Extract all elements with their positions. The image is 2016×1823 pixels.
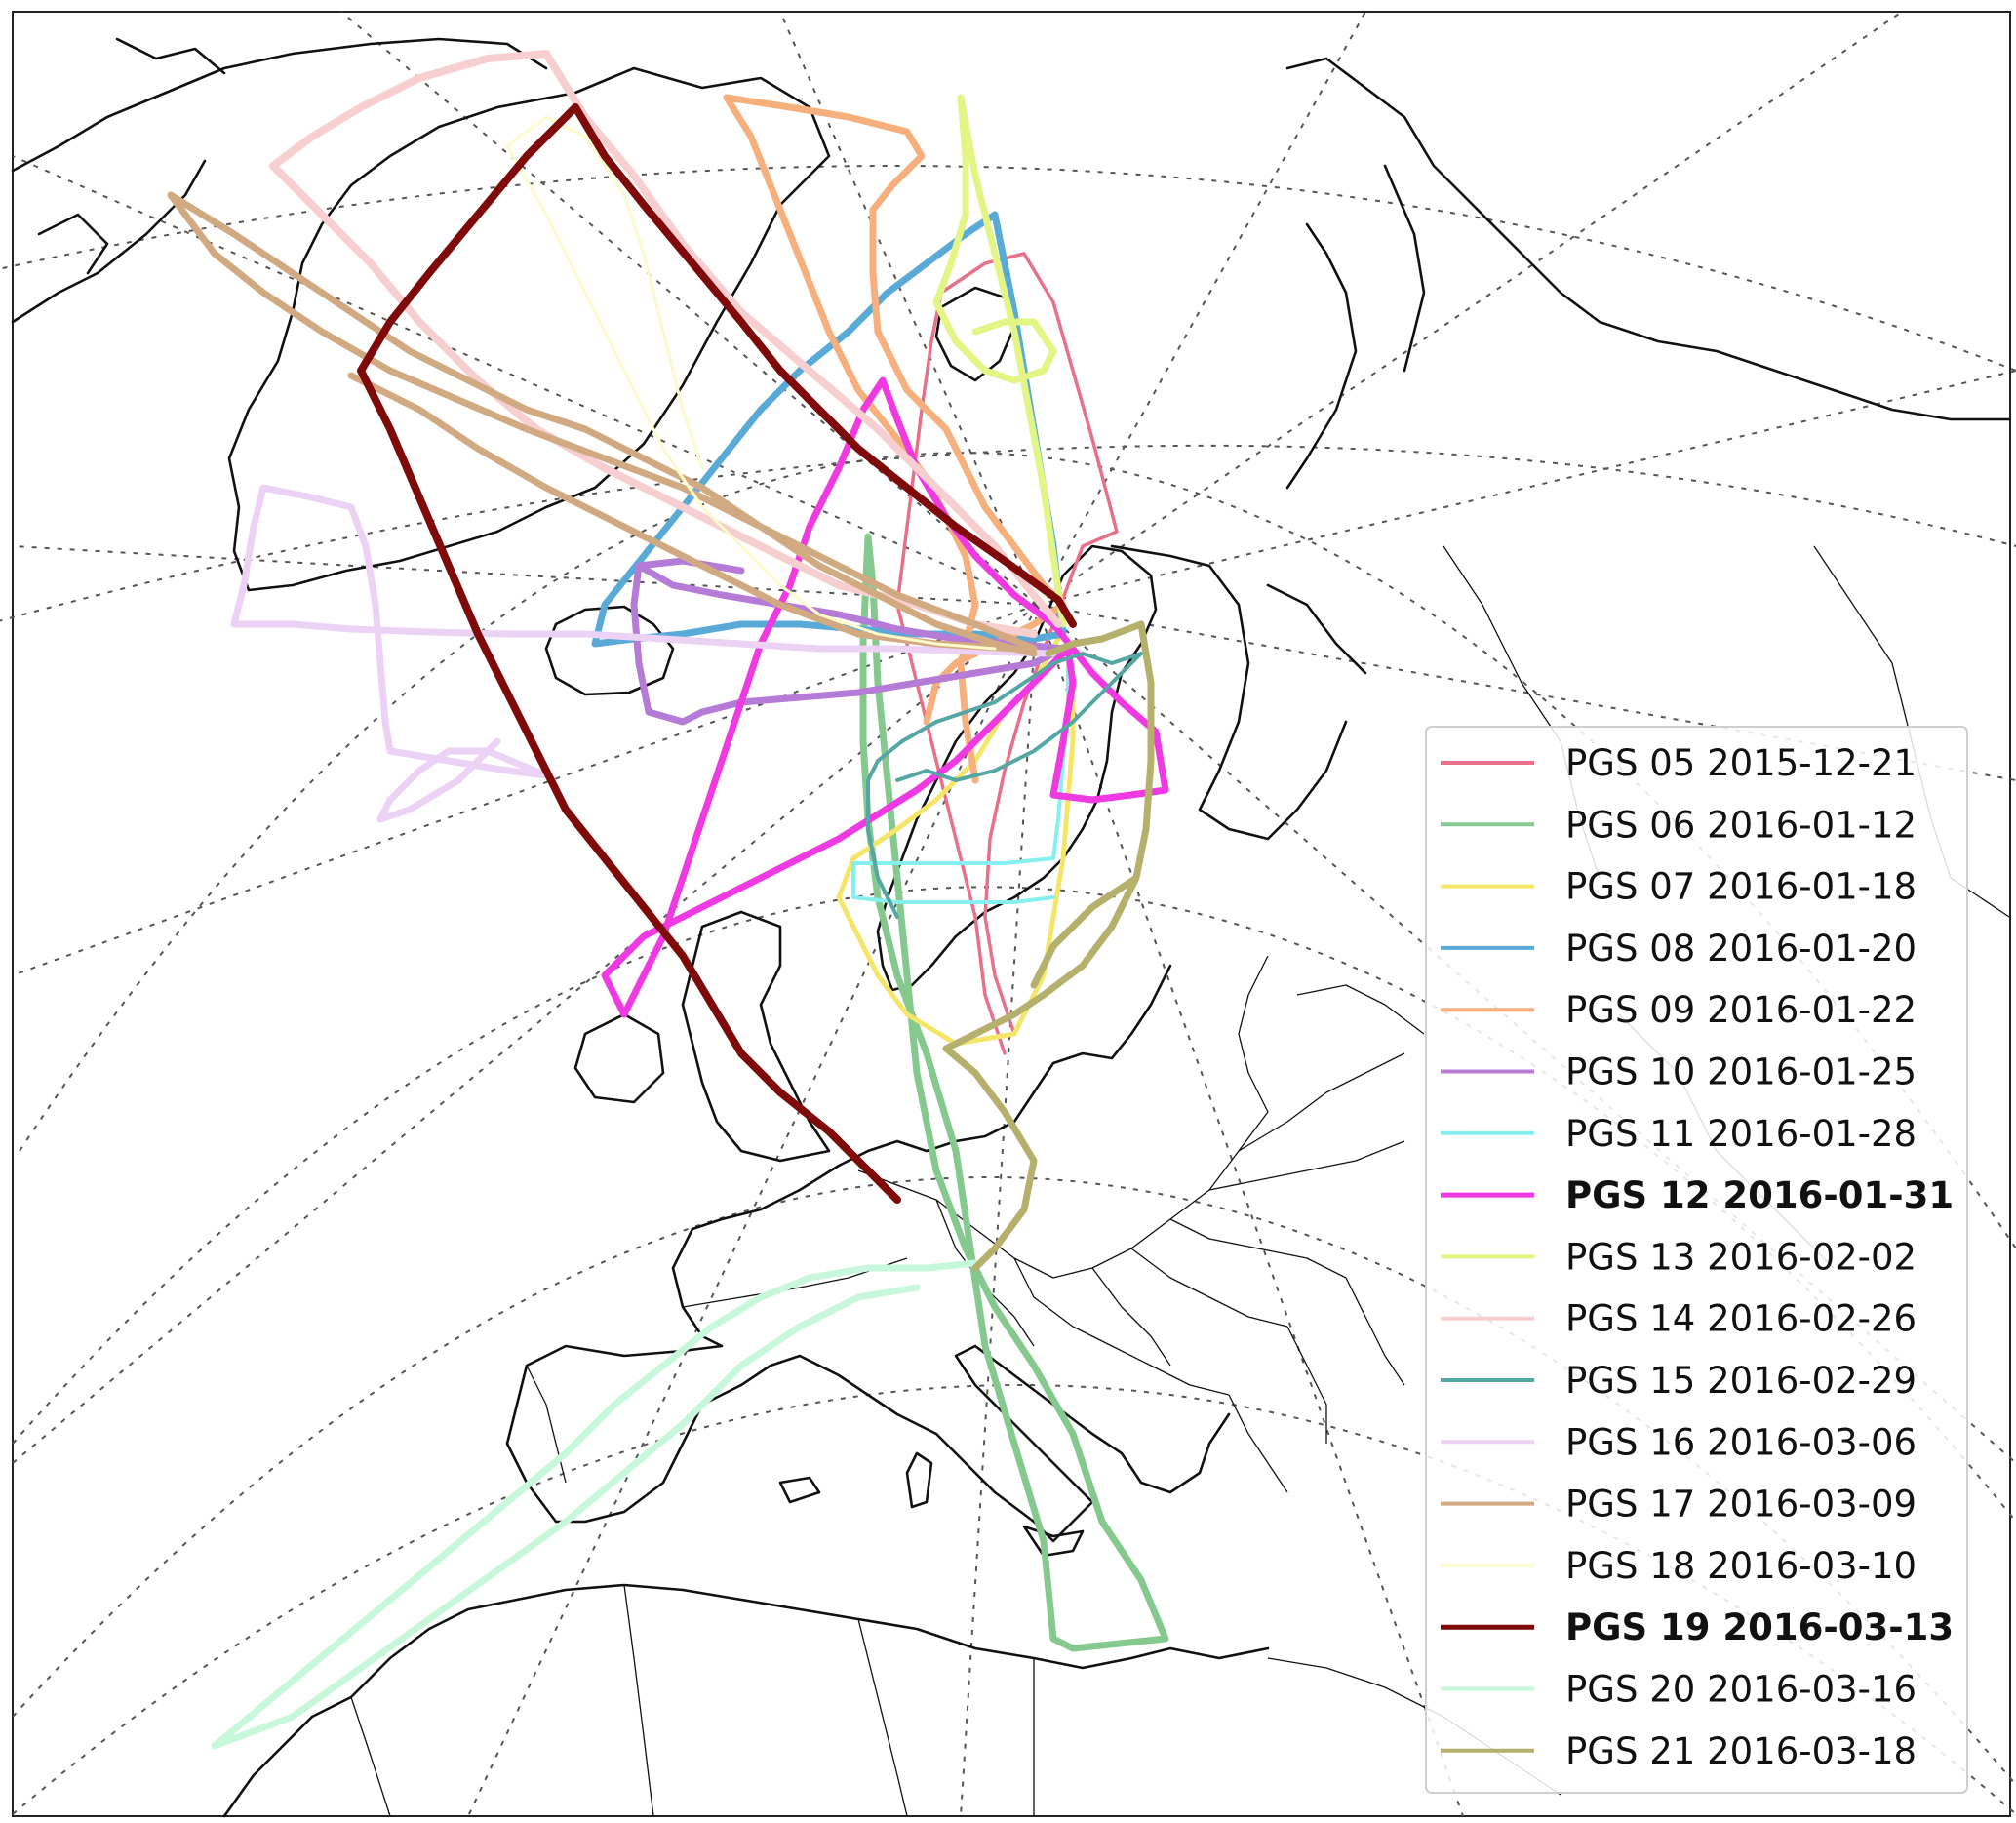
legend-label-pgs11: PGS 11 2016-01-28 — [1565, 1113, 1917, 1155]
track-pgs20 — [211, 1259, 979, 1750]
legend-label-pgs14: PGS 14 2016-02-26 — [1565, 1298, 1917, 1340]
map-frame — [12, 11, 2011, 1817]
legend-label-pgs17: PGS 17 2016-03-09 — [1565, 1484, 1917, 1526]
legend-entry-pgs18: PGS 18 2016-03-10 — [1441, 1545, 1917, 1587]
iceland-coast — [544, 605, 675, 696]
legend-label-pgs06: PGS 06 2016-01-12 — [1565, 804, 1917, 846]
legend-entry-pgs05: PGS 05 2015-12-21 — [1441, 742, 1917, 784]
greenland-coast — [227, 66, 831, 592]
legend-label-pgs09: PGS 09 2016-01-22 — [1565, 989, 1917, 1031]
svalbard-coast — [934, 286, 1016, 382]
track-pgs13 — [932, 94, 1067, 628]
track-pgs05 — [895, 252, 1119, 1055]
legend-entry-pgs08: PGS 08 2016-01-20 — [1441, 928, 1917, 970]
legend-label-pgs08: PGS 08 2016-01-20 — [1565, 928, 1917, 970]
legend-entries: PGS 05 2015-12-21 PGS 06 2016-01-12 PGS 07… — [1441, 742, 1954, 1772]
legend-label-pgs21: PGS 21 2016-03-18 — [1565, 1730, 1917, 1772]
track-pgs15 — [866, 652, 1143, 919]
track-pgs10 — [630, 557, 1067, 726]
arctic-russia-coast — [1285, 57, 2011, 490]
legend-label-pgs15: PGS 15 2016-02-29 — [1565, 1360, 1917, 1402]
flight-tracks — [167, 50, 1169, 1750]
track-pgs12 — [601, 376, 1169, 1018]
legend: PGS 05 2015-12-21 PGS 06 2016-01-12 PGS 07… — [1425, 726, 1968, 1794]
legend-entry-pgs14: PGS 14 2016-02-26 — [1441, 1298, 1917, 1340]
legend-label-pgs10: PGS 10 2016-01-25 — [1565, 1051, 1917, 1093]
legend-box — [1425, 726, 1968, 1794]
track-pgs09 — [723, 94, 1067, 784]
legend-entry-pgs19: PGS 19 2016-03-13 — [1441, 1606, 1954, 1648]
legend-label-pgs05: PGS 05 2015-12-21 — [1565, 742, 1917, 784]
legend-entry-pgs17: PGS 17 2016-03-09 — [1441, 1484, 1917, 1526]
canadian-arctic-coast — [11, 37, 548, 324]
track-pgs19 — [357, 103, 1077, 1204]
legend-entry-pgs20: PGS 20 2016-03-16 — [1441, 1669, 1917, 1711]
legend-label-pgs12: PGS 12 2016-01-31 — [1565, 1174, 1954, 1216]
track-pgs21 — [942, 620, 1155, 1272]
track-pgs11 — [851, 647, 1070, 904]
legend-entry-pgs15: PGS 15 2016-02-29 — [1441, 1360, 1917, 1402]
finland-russia-coast — [1110, 544, 1367, 841]
legend-entry-pgs21: PGS 21 2016-03-18 — [1441, 1730, 1917, 1772]
legend-entry-pgs16: PGS 16 2016-03-06 — [1441, 1421, 1917, 1463]
legend-entry-pgs10: PGS 10 2016-01-25 — [1441, 1051, 1917, 1093]
legend-entry-pgs06: PGS 06 2016-01-12 — [1441, 804, 1917, 846]
legend-entry-pgs07: PGS 07 2016-01-18 — [1441, 866, 1917, 908]
north-africa-coast — [222, 1583, 1270, 1818]
legend-label-pgs16: PGS 16 2016-03-06 — [1565, 1421, 1917, 1463]
legend-entry-pgs09: PGS 09 2016-01-22 — [1441, 989, 1917, 1031]
legend-label-pgs18: PGS 18 2016-03-10 — [1565, 1545, 1917, 1587]
legend-label-pgs19: PGS 19 2016-03-13 — [1565, 1606, 1954, 1648]
legend-label-pgs20: PGS 20 2016-03-16 — [1565, 1669, 1917, 1711]
track-pgs06 — [859, 533, 1169, 1652]
british-isles-coast — [573, 910, 831, 1163]
legend-label-pgs13: PGS 13 2016-02-02 — [1565, 1236, 1917, 1278]
track-pgs18 — [505, 115, 997, 651]
track-pgs17 — [167, 191, 1038, 657]
continental-europe-coast — [505, 964, 1231, 1543]
mediterranean-islands — [778, 1451, 1085, 1558]
legend-label-pgs07: PGS 07 2016-01-18 — [1565, 866, 1917, 908]
legend-entry-pgs12: PGS 12 2016-01-31 — [1441, 1174, 1954, 1216]
track-pgs16 — [230, 484, 1057, 823]
legend-entry-pgs13: PGS 13 2016-02-02 — [1441, 1236, 1917, 1278]
legend-entry-pgs11: PGS 11 2016-01-28 — [1441, 1113, 1917, 1155]
